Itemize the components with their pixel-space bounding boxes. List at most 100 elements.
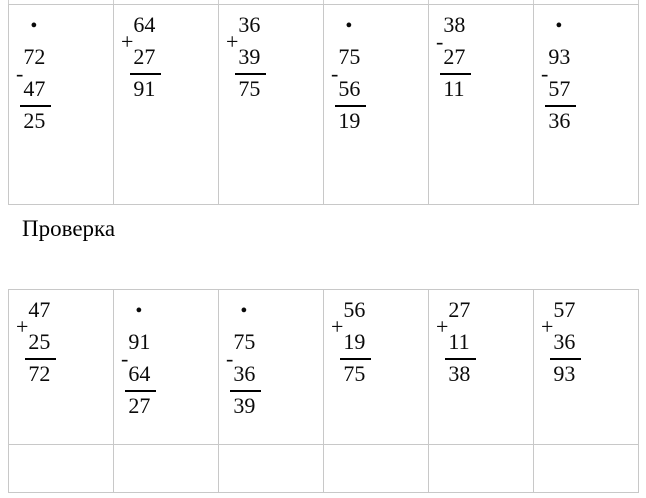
operator-sign: + <box>541 314 554 339</box>
top-operand: 56 <box>343 297 366 322</box>
arithmetic-problem: -• -72 -47 -25 <box>16 9 113 137</box>
problems-row: -• -72 -47 -25 +64 +27 +91 +36 <box>8 4 639 205</box>
operator-sign: - <box>541 61 549 86</box>
bullet-row: -• <box>16 9 113 41</box>
bullet-row: -• <box>121 294 218 326</box>
empty-cell <box>428 444 534 493</box>
problem-cell: +64 +27 +91 <box>113 4 219 205</box>
bottom-operand: 19 <box>340 326 372 360</box>
result-row: -39 <box>226 390 323 422</box>
top-operand-row: +27 <box>436 294 533 326</box>
bullet-row: -• <box>331 9 428 41</box>
result-value: 36 <box>548 108 571 133</box>
bullet-marker: • <box>555 15 563 37</box>
bottom-operand: 27 <box>440 41 472 75</box>
arithmetic-problem: +47 +25 +72 <box>16 294 113 390</box>
arithmetic-problem: -• -91 -64 -27 <box>121 294 218 422</box>
result-row: +75 <box>226 73 323 105</box>
bottom-operand: 57 <box>545 73 577 107</box>
bullet-row: -• <box>541 9 638 41</box>
arithmetic-problem: +27 +11 +38 <box>436 294 533 390</box>
bullet-marker: • <box>135 300 143 322</box>
problems-table-top: -• -72 -47 -25 +64 +27 +91 +36 <box>8 4 639 205</box>
problem-cell: +47 +25 +72 <box>8 289 114 445</box>
top-operand-row: +57 <box>541 294 638 326</box>
operator-sign: - <box>331 61 339 86</box>
result-row: -11 <box>436 73 533 105</box>
result-value: 27 <box>128 393 151 418</box>
arithmetic-problem: +57 +36 +93 <box>541 294 638 390</box>
problem-cell: +27 +11 +38 <box>428 289 534 445</box>
bottom-operand: 36 <box>230 358 262 392</box>
result-value: 75 <box>343 361 366 386</box>
arithmetic-problem: +64 +27 +91 <box>121 9 218 105</box>
result-value: 19 <box>338 108 361 133</box>
bottom-operand-row: -64 <box>121 346 218 392</box>
empty-cell <box>533 444 639 493</box>
top-operand: 27 <box>448 297 471 322</box>
result-row: +91 <box>121 73 218 105</box>
result-row: -27 <box>121 390 218 422</box>
bottom-operand-row: +11 <box>436 314 533 360</box>
operator-sign: + <box>436 314 449 339</box>
cutoff-cell <box>114 0 219 4</box>
arithmetic-problem: +56 +19 +75 <box>331 294 428 390</box>
bottom-operand: 39 <box>235 41 267 75</box>
bullet-marker: • <box>345 15 353 37</box>
result-value: 91 <box>133 76 156 101</box>
bottom-operand-row: -27 <box>436 29 533 75</box>
arithmetic-problem: -• -75 -36 -39 <box>226 294 323 422</box>
bottom-operand: 64 <box>125 358 157 392</box>
result-row: +38 <box>436 358 533 390</box>
top-operand: 64 <box>133 12 156 37</box>
problem-cell: -• -75 -36 -39 <box>218 289 324 445</box>
bottom-operand-row: +27 <box>121 29 218 75</box>
cutoff-cell <box>219 0 324 4</box>
operator-sign: - <box>436 29 444 54</box>
bottom-operand: 25 <box>25 326 57 360</box>
bottom-operand: 56 <box>335 73 367 107</box>
result-row: -19 <box>331 105 428 137</box>
result-row: -36 <box>541 105 638 137</box>
operator-sign: + <box>121 29 134 54</box>
top-operand-row: +56 <box>331 294 428 326</box>
bottom-operand: 47 <box>20 73 52 107</box>
top-operand: 38 <box>443 12 466 37</box>
result-value: 11 <box>443 76 465 101</box>
result-row: +75 <box>331 358 428 390</box>
empty-cell <box>8 444 114 493</box>
bottom-operand-row: +19 <box>331 314 428 360</box>
top-operand: 75 <box>338 44 361 69</box>
result-row: -25 <box>16 105 113 137</box>
arithmetic-problem: +36 +39 +75 <box>226 9 323 105</box>
cutoff-cell <box>8 0 114 4</box>
top-operand-row: -75 <box>331 41 428 73</box>
cutoff-cell <box>429 0 534 4</box>
bottom-operand-row: +39 <box>226 29 323 75</box>
top-operand-row: +64 <box>121 9 218 41</box>
bottom-operand-row: +36 <box>541 314 638 360</box>
top-operand-row: -72 <box>16 41 113 73</box>
arithmetic-problem: -• -75 -56 -19 <box>331 9 428 137</box>
empty-cell <box>218 444 324 493</box>
problems-row: +47 +25 +72 -• -91 -64 -27 -• <box>8 289 639 445</box>
top-operand-row: +36 <box>226 9 323 41</box>
top-operand: 57 <box>553 297 576 322</box>
cutoff-cell <box>324 0 429 4</box>
top-operand-row: -38 <box>436 9 533 41</box>
result-value: 25 <box>23 108 46 133</box>
problem-cell: -• -93 -57 -36 <box>533 4 639 205</box>
result-value: 72 <box>28 361 51 386</box>
top-operand-row: -75 <box>226 326 323 358</box>
worksheet-content: -• -72 -47 -25 +64 +27 +91 +36 <box>8 0 639 493</box>
check-section: Проверка <box>8 205 639 289</box>
empty-cell <box>323 444 429 493</box>
bottom-operand-row: -56 <box>331 61 428 107</box>
problem-cell: +57 +36 +93 <box>533 289 639 445</box>
operator-sign: - <box>16 61 24 86</box>
bottom-operand-row: -47 <box>16 61 113 107</box>
result-value: 39 <box>233 393 256 418</box>
operator-sign: + <box>331 314 344 339</box>
result-value: 38 <box>448 361 471 386</box>
